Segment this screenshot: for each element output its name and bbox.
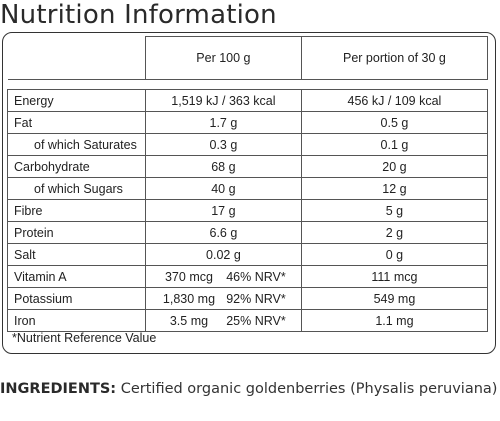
table-row: Iron 3.5 mg 25% NRV* 1.1 mg: [7, 309, 489, 332]
header-per-100g: Per 100 g: [144, 36, 302, 80]
vitamin-a-nrv: 46% NRV*: [226, 269, 286, 284]
row-label-iron: Iron: [7, 309, 146, 332]
table-row: Salt 0.02 g 0 g: [7, 243, 489, 266]
carbohydrate-per-100g: 68 g: [144, 155, 302, 178]
table-row: Fat 1.7 g 0.5 g: [7, 111, 489, 134]
nutrition-table-frame: [2, 32, 496, 354]
table-row: Carbohydrate 68 g 20 g: [7, 155, 489, 178]
energy-per-portion: 456 kJ / 109 kcal: [300, 89, 489, 112]
table-row: Fibre 17 g 5 g: [7, 199, 489, 222]
iron-nrv: 25% NRV*: [226, 313, 286, 328]
row-label-potassium: Potassium: [7, 287, 146, 310]
fibre-per-100g: 17 g: [144, 199, 302, 222]
fibre-per-portion: 5 g: [300, 199, 489, 222]
saturates-per-portion: 0.1 g: [300, 133, 489, 156]
fat-per-100g: 1.7 g: [144, 111, 302, 134]
fat-per-portion: 0.5 g: [300, 111, 489, 134]
vitamin-a-per-portion: 111 mcg: [300, 265, 489, 288]
row-label-protein: Protein: [7, 221, 146, 244]
potassium-nrv: 92% NRV*: [226, 291, 286, 306]
protein-per-100g: 6.6 g: [144, 221, 302, 244]
row-label-vitamin-a: Vitamin A: [7, 265, 146, 288]
row-label-sugars: of which Sugars: [7, 177, 146, 200]
row-label-fat: Fat: [7, 111, 146, 134]
nutrition-table: Per 100 g Per portion of 30 g Energy 1,5…: [7, 36, 489, 332]
row-label-saturates: of which Saturates: [7, 133, 146, 156]
salt-per-portion: 0 g: [300, 243, 489, 266]
potassium-per-100g-cell: 1,830 mg 92% NRV*: [144, 287, 302, 310]
salt-per-100g: 0.02 g: [144, 243, 302, 266]
iron-per-portion: 1.1 mg: [300, 309, 489, 332]
table-header-row: Per 100 g Per portion of 30 g: [7, 36, 489, 80]
row-label-salt: Salt: [7, 243, 146, 266]
sugars-per-portion: 12 g: [300, 177, 489, 200]
sugars-per-100g: 40 g: [144, 177, 302, 200]
ingredients-section: INGREDIENTS: Certified organic goldenber…: [0, 380, 500, 399]
potassium-per-portion: 549 mg: [300, 287, 489, 310]
vitamin-a-per-100g: 370 mcg: [164, 269, 213, 284]
row-label-energy: Energy: [7, 89, 146, 112]
header-per-portion: Per portion of 30 g: [300, 36, 489, 80]
nrv-footnote: *Nutrient Reference Value: [12, 331, 157, 345]
energy-per-100g: 1,519 kJ / 363 kcal: [144, 89, 302, 112]
table-row: of which Sugars 40 g 12 g: [7, 177, 489, 200]
table-row: Protein 6.6 g 2 g: [7, 221, 489, 244]
table-spacer-row: [7, 79, 488, 90]
protein-per-portion: 2 g: [300, 221, 489, 244]
row-label-carbohydrate: Carbohydrate: [7, 155, 146, 178]
page-title: Nutrition Information: [0, 0, 277, 30]
table-row: Vitamin A 370 mcg 46% NRV* 111 mcg: [7, 265, 489, 288]
iron-per-100g-cell: 3.5 mg 25% NRV*: [144, 309, 302, 332]
ingredients-label: INGREDIENTS:: [0, 381, 117, 397]
carbohydrate-per-portion: 20 g: [300, 155, 489, 178]
table-row: of which Saturates 0.3 g 0.1 g: [7, 133, 489, 156]
iron-per-100g: 3.5 mg: [169, 313, 209, 328]
vitamin-a-per-100g-cell: 370 mcg 46% NRV*: [144, 265, 302, 288]
table-row: Energy 1,519 kJ / 363 kcal 456 kJ / 109 …: [7, 89, 489, 112]
potassium-per-100g: 1,830 mg: [162, 291, 216, 306]
row-label-fibre: Fibre: [7, 199, 146, 222]
table-row: Potassium 1,830 mg 92% NRV* 549 mg: [7, 287, 489, 310]
header-corner-cell: [7, 36, 146, 80]
saturates-per-100g: 0.3 g: [144, 133, 302, 156]
ingredients-text: Certified organic goldenberries (Physali…: [120, 381, 498, 397]
